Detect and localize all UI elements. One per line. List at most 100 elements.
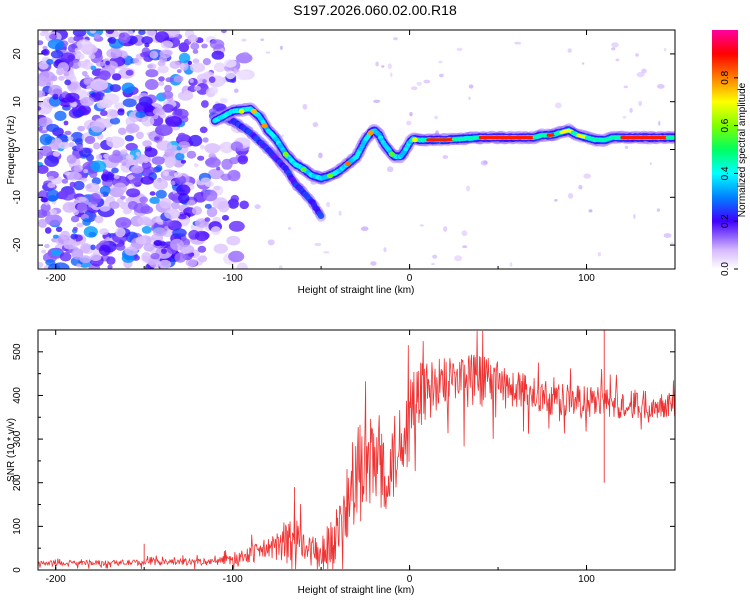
noise-blob — [135, 110, 146, 119]
noise-blob — [113, 174, 120, 180]
noise-blob — [237, 155, 248, 165]
noise-blob — [205, 157, 221, 168]
noise-blob — [70, 215, 80, 223]
noise-blob — [131, 177, 143, 186]
noise-blob — [38, 209, 48, 218]
noise-blob — [207, 168, 225, 180]
noise-blob — [173, 75, 184, 83]
noise-blob — [641, 68, 647, 74]
noise-blob — [176, 69, 182, 74]
noise-blob — [178, 192, 190, 204]
colorbar-tick-label: 0.2 — [720, 214, 731, 228]
noise-blob — [211, 50, 225, 60]
noise-blob — [44, 214, 63, 226]
noise-blob — [112, 149, 121, 157]
y-tick-label: 400 — [12, 387, 23, 404]
noise-blob — [189, 78, 194, 83]
noise-blob — [73, 164, 83, 173]
noise-blob — [90, 160, 107, 173]
noise-blob — [169, 60, 181, 69]
ridge-peak-mark — [300, 167, 307, 173]
noise-blob — [219, 97, 228, 104]
noise-blob — [242, 141, 250, 147]
noise-blob — [204, 217, 211, 222]
y-tick-label: 10 — [12, 96, 23, 108]
noise-blob — [170, 180, 176, 186]
noise-blob — [47, 39, 65, 50]
ridge-peak-mark — [327, 173, 333, 179]
noise-blob — [190, 42, 200, 50]
noise-blob — [177, 213, 187, 220]
noise-blob — [434, 115, 438, 120]
y-tick-label: 300 — [12, 430, 23, 447]
noise-blob — [74, 138, 83, 146]
noise-blob — [622, 115, 627, 119]
noise-blob — [145, 79, 159, 90]
snr-panel: -200 -100 0 100 0 100 200 300 400 500 Height of s… — [6, 329, 676, 596]
noise-blob — [47, 263, 61, 269]
noise-blob — [135, 151, 141, 156]
noise-blob — [81, 70, 88, 77]
noise-blob — [230, 194, 240, 203]
x-tick-label: 100 — [578, 273, 595, 284]
noise-blob — [143, 157, 149, 164]
noise-blob — [159, 49, 172, 59]
noise-blob — [172, 228, 187, 238]
noise-blob — [98, 244, 111, 256]
noise-blob — [143, 243, 155, 252]
noise-blob — [158, 76, 165, 82]
noise-blob — [62, 202, 76, 213]
noise-blob — [155, 127, 163, 133]
noise-blob — [54, 110, 67, 121]
noise-blob — [175, 175, 187, 185]
ridge-peak-mark — [388, 151, 395, 157]
noise-blob — [47, 175, 55, 181]
noise-blob — [105, 60, 110, 66]
snr-ticks: -200 -100 0 100 0 100 200 300 400 500 — [12, 329, 676, 585]
noise-blob — [83, 226, 98, 238]
noise-blob — [138, 30, 146, 35]
y-tick-label: 100 — [12, 518, 23, 535]
noise-blob — [223, 59, 237, 68]
noise-blob — [235, 52, 253, 64]
noise-blob — [93, 33, 101, 39]
noise-blob — [468, 96, 471, 100]
noise-blob — [323, 251, 330, 254]
noise-blob — [170, 238, 184, 251]
noise-blob — [103, 153, 110, 159]
noise-blob — [190, 62, 206, 73]
noise-blob — [89, 193, 101, 205]
noise-blob — [633, 214, 636, 219]
noise-blob — [72, 109, 84, 118]
noise-blob — [443, 226, 448, 232]
noise-blob — [265, 51, 271, 54]
noise-blob — [80, 96, 94, 107]
noise-blob — [80, 177, 88, 182]
y-tick-label: 500 — [12, 343, 23, 360]
noise-blob — [221, 214, 230, 221]
noise-blob — [204, 203, 212, 209]
noise-blob — [514, 41, 522, 45]
noise-blob — [156, 140, 172, 151]
noise-blob — [360, 226, 369, 231]
noise-blob — [228, 157, 240, 165]
noise-blob — [39, 31, 47, 37]
noise-blob — [423, 79, 431, 84]
noise-blob — [41, 249, 47, 254]
noise-blob — [89, 30, 97, 34]
noise-blob — [152, 227, 166, 237]
spectrogram-x-label: Height of straight line (km) — [298, 285, 415, 296]
noise-blob — [90, 244, 96, 251]
noise-blob — [109, 117, 121, 125]
noise-blob — [236, 262, 248, 269]
noise-blob — [182, 90, 193, 99]
ridge-peak-mark — [282, 151, 289, 157]
noise-blob — [114, 102, 125, 110]
noise-blob — [106, 136, 125, 148]
noise-blob — [141, 226, 152, 234]
noise-blob — [228, 250, 245, 263]
noise-blob — [649, 162, 652, 166]
noise-blob — [162, 170, 169, 177]
noise-blob — [38, 61, 49, 70]
